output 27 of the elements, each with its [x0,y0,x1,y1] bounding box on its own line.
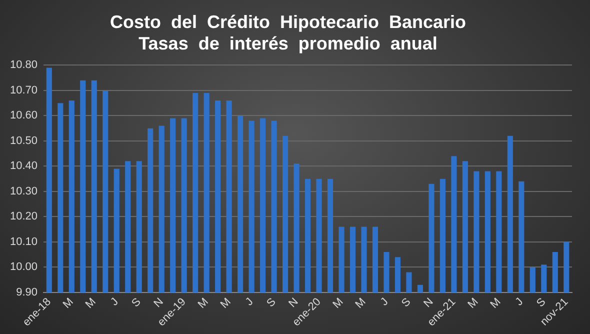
x-tick-label: J [243,296,256,308]
x-tick-label: S [400,296,414,310]
x-tick-label: S [264,296,278,310]
x-tick-label: M [330,296,346,311]
x-tick-label: J [378,296,391,308]
text: Costo del Crédito Hipotecario Bancario [110,12,466,32]
y-tick-label: 10.50 [10,134,38,147]
x-tick-label: S [130,296,144,310]
y-tick-label: 10.60 [10,110,38,122]
y-tick-label: 10.70 [10,84,38,96]
x-tick-label: M [488,296,504,311]
y-tick-label: 10.40 [10,160,38,172]
y-tick-label: 9.90 [16,286,38,298]
x-tick-label: M [196,296,211,311]
y-tick-label: 10.00 [10,261,38,274]
x-tick-label: M [83,296,98,311]
x-tick-label: M [60,296,76,311]
x-tick-label: J [513,296,526,308]
x-tick-label: M [353,296,368,311]
x-tick-label: M [218,296,234,311]
y-tick-label: 10.30 [10,185,38,198]
text: Tasas de interés promedio anual [138,33,438,54]
y-tick-label: 10.20 [10,210,38,223]
x-tick-label: J [108,296,121,308]
x-tick-label: M [466,296,481,311]
y-tick-label: 10.10 [10,236,38,248]
y-tick-label: 10.80 [10,59,38,72]
